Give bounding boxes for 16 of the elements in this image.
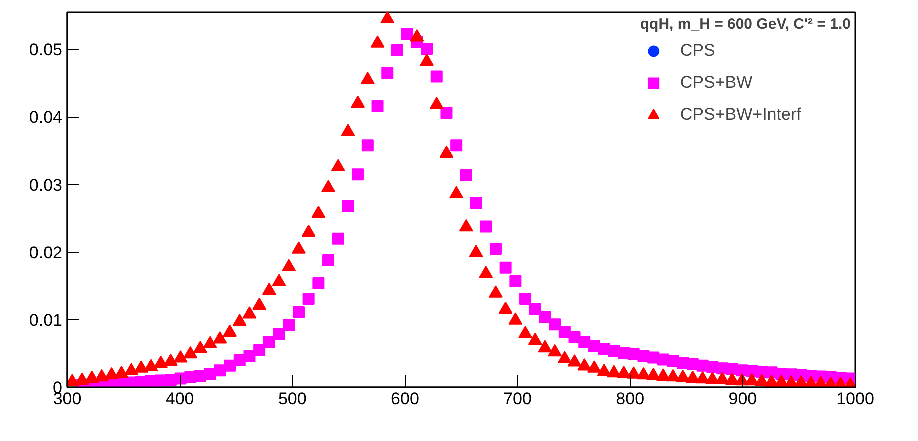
y-tick-label: 0.03 xyxy=(29,176,63,195)
x-tick-label: 600 xyxy=(391,390,420,408)
y-tick-label: 0.05 xyxy=(29,40,63,60)
x-tick-label: 900 xyxy=(728,390,758,408)
legend-label: CPS xyxy=(680,41,716,61)
y-tick-label: 0.02 xyxy=(29,243,63,262)
y-tick-label: 0.04 xyxy=(29,108,63,128)
x-tick-label: 400 xyxy=(166,390,194,408)
y-tick-label: 0.01 xyxy=(29,310,63,330)
x-tick-label: 700 xyxy=(504,390,532,408)
legend-label: CPS+BW xyxy=(680,73,753,93)
legend-label: CPS+BW+Interf xyxy=(680,105,802,125)
x-tick-label: 1000 xyxy=(836,390,874,408)
x-tick-label: 800 xyxy=(616,390,645,408)
legend-title: qqH, m_H = 600 GeV, C'² = 1.0 xyxy=(640,16,851,33)
x-tick-label: 500 xyxy=(278,390,307,408)
